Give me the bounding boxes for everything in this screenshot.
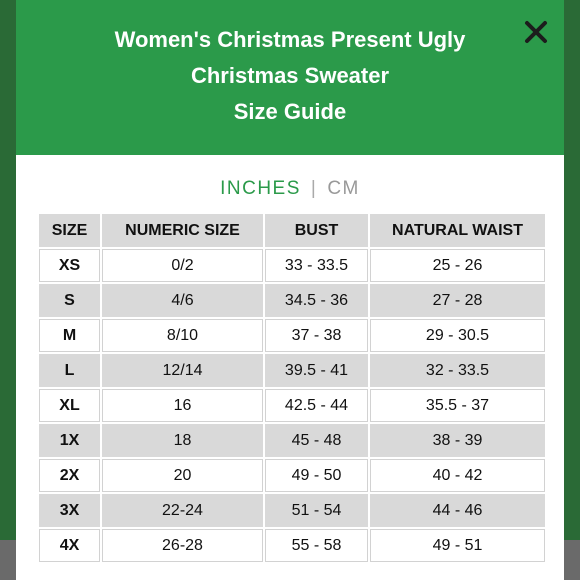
size-cell: 2X [39,459,100,492]
close-button[interactable] [522,18,550,46]
title-line-1: Women's Christmas Present Ugly [114,27,466,52]
waist-cell: 38 - 39 [370,424,545,457]
waist-cell: 27 - 28 [370,284,545,317]
size-cell: XS [39,249,100,282]
background-left [0,0,16,580]
unit-toggle: INCHES | CM [16,178,564,200]
modal-title: Women's Christmas Present Ugly Christmas… [60,22,520,130]
size-cell: 1X [39,424,100,457]
unit-separator: | [310,178,318,199]
background-bottom-right [564,540,580,580]
background-right [564,0,580,580]
waist-cell: 29 - 30.5 [370,319,545,352]
header-size: SIZE [39,214,100,247]
size-cell: 4X [39,529,100,562]
table-header-row: SIZE NUMERIC SIZE BUST NATURAL WAIST [39,214,545,247]
waist-cell: 40 - 42 [370,459,545,492]
waist-cell: 32 - 33.5 [370,354,545,387]
table-row: L 12/14 39.5 - 41 32 - 33.5 [39,354,545,387]
table-row: 3X 22-24 51 - 54 44 - 46 [39,494,545,527]
size-cell: L [39,354,100,387]
bust-cell: 55 - 58 [265,529,368,562]
bust-cell: 51 - 54 [265,494,368,527]
unit-cm-tab[interactable]: CM [327,178,360,199]
waist-cell: 44 - 46 [370,494,545,527]
header-numeric-size: NUMERIC SIZE [102,214,263,247]
size-guide-modal: Women's Christmas Present Ugly Christmas… [16,0,564,580]
size-cell: M [39,319,100,352]
table-row: 4X 26-28 55 - 58 49 - 51 [39,529,545,562]
title-line-3: Size Guide [233,99,347,124]
size-table: SIZE NUMERIC SIZE BUST NATURAL WAIST XS … [37,212,547,564]
table-row: XS 0/2 33 - 33.5 25 - 26 [39,249,545,282]
bust-cell: 34.5 - 36 [265,284,368,317]
table-row: 2X 20 49 - 50 40 - 42 [39,459,545,492]
close-icon [525,21,547,43]
background-bottom-left [0,540,16,580]
numeric-size-cell: 16 [102,389,263,422]
table-row: M 8/10 37 - 38 29 - 30.5 [39,319,545,352]
numeric-size-cell: 18 [102,424,263,457]
modal-header: Women's Christmas Present Ugly Christmas… [16,0,564,155]
numeric-size-cell: 12/14 [102,354,263,387]
size-cell: S [39,284,100,317]
table-row: S 4/6 34.5 - 36 27 - 28 [39,284,545,317]
numeric-size-cell: 26-28 [102,529,263,562]
title-line-2: Christmas Sweater [190,63,390,88]
bust-cell: 42.5 - 44 [265,389,368,422]
bust-cell: 45 - 48 [265,424,368,457]
bust-cell: 37 - 38 [265,319,368,352]
numeric-size-cell: 4/6 [102,284,263,317]
bust-cell: 39.5 - 41 [265,354,368,387]
numeric-size-cell: 22-24 [102,494,263,527]
numeric-size-cell: 8/10 [102,319,263,352]
bust-cell: 33 - 33.5 [265,249,368,282]
waist-cell: 25 - 26 [370,249,545,282]
size-cell: XL [39,389,100,422]
waist-cell: 35.5 - 37 [370,389,545,422]
table-row: 1X 18 45 - 48 38 - 39 [39,424,545,457]
header-natural-waist: NATURAL WAIST [370,214,545,247]
unit-inches-tab[interactable]: INCHES [220,178,301,199]
size-cell: 3X [39,494,100,527]
bust-cell: 49 - 50 [265,459,368,492]
waist-cell: 49 - 51 [370,529,545,562]
numeric-size-cell: 0/2 [102,249,263,282]
header-bust: BUST [265,214,368,247]
table-row: XL 16 42.5 - 44 35.5 - 37 [39,389,545,422]
numeric-size-cell: 20 [102,459,263,492]
